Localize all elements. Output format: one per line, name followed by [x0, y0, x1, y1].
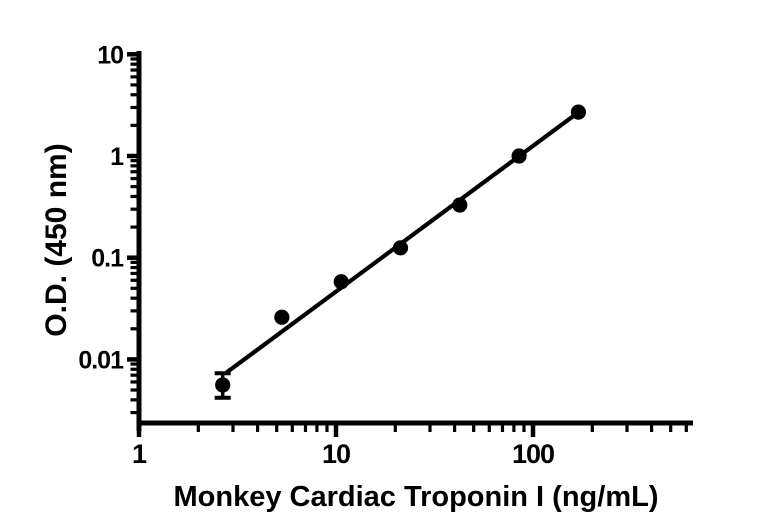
data-point-marker — [452, 197, 468, 213]
y-axis-title: O.D. (450 nm) — [40, 143, 73, 337]
data-point-marker — [392, 240, 409, 256]
x-tick-label: 100 — [512, 439, 554, 469]
data-point-marker — [333, 274, 349, 290]
x-axis-title: Monkey Cardiac Troponin I (ng/mL) — [173, 481, 659, 513]
y-tick-label: 0.1 — [91, 245, 124, 273]
x-tick-label: 10 — [322, 439, 350, 469]
data-point-marker — [215, 377, 231, 393]
x-tick-label: 1 — [132, 439, 147, 469]
data-point-marker — [274, 309, 290, 325]
y-tick-label: 0.01 — [78, 346, 124, 374]
data-point-marker — [570, 104, 586, 120]
data-point-marker — [511, 148, 527, 164]
y-tick-label: 10 — [97, 41, 123, 69]
y-tick-label: 1 — [110, 143, 124, 171]
